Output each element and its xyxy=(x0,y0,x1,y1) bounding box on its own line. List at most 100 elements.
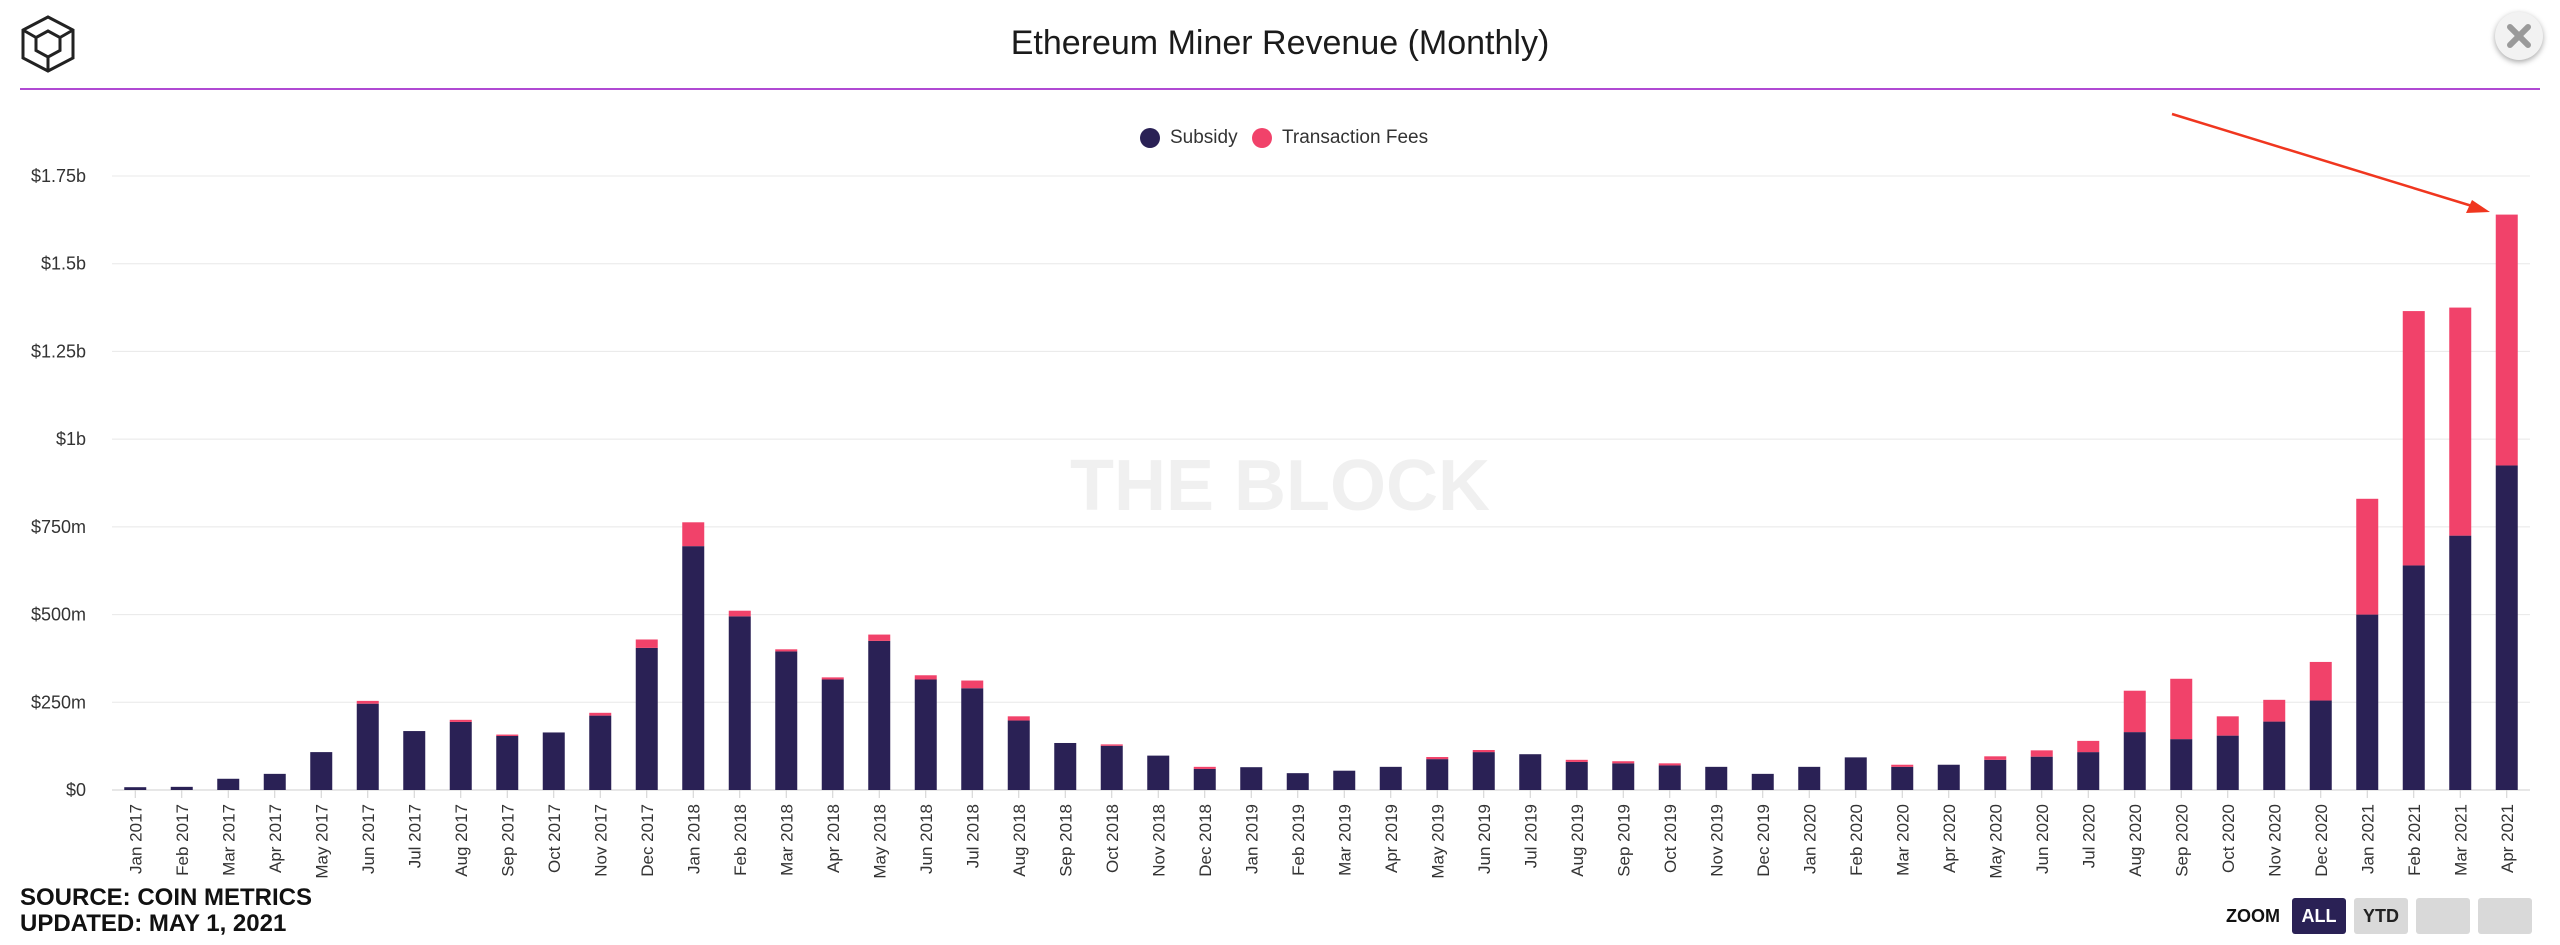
bar-subsidy xyxy=(682,546,705,790)
bar-transaction-fees xyxy=(1426,757,1449,760)
bar-transaction-fees xyxy=(2449,307,2472,536)
x-tick-label: Aug 2020 xyxy=(2126,804,2145,877)
x-tick-label: Jul 2017 xyxy=(405,804,424,868)
bar-transaction-fees xyxy=(2216,716,2239,736)
bar-subsidy xyxy=(1286,773,1309,790)
x-tick-label: Sep 2017 xyxy=(498,804,517,877)
legend-label-transaction-fees: Transaction Fees xyxy=(1282,127,1429,148)
close-button[interactable] xyxy=(2495,12,2543,60)
bar-subsidy xyxy=(961,688,984,790)
bar-transaction-fees xyxy=(1472,750,1495,753)
bar-subsidy xyxy=(2030,756,2053,790)
annotation-arrow-head xyxy=(2466,200,2490,213)
bar-subsidy xyxy=(914,679,937,790)
bar-subsidy xyxy=(2170,739,2193,790)
bar-subsidy xyxy=(1612,763,1635,790)
x-tick-label: Dec 2020 xyxy=(2312,804,2331,877)
x-tick-label: Mar 2018 xyxy=(777,804,796,876)
annotation-arrow xyxy=(2171,112,2490,213)
bars xyxy=(124,214,2518,790)
y-tick-label: $1.25b xyxy=(31,341,86,361)
bar-transaction-fees xyxy=(2402,311,2425,566)
x-tick-label: Nov 2017 xyxy=(591,804,610,877)
bar-subsidy xyxy=(403,731,426,790)
x-tick-label: Jan 2017 xyxy=(126,804,145,874)
x-tick-label: Nov 2019 xyxy=(1707,804,1726,877)
watermark: THE BLOCK xyxy=(1070,446,1490,526)
bar-transaction-fees xyxy=(2030,750,2053,757)
bar-transaction-fees xyxy=(682,522,705,547)
source-note: SOURCE: COIN METRICS UPDATED: MAY 1, 202… xyxy=(20,885,312,937)
bar-subsidy xyxy=(1426,759,1449,790)
x-tick-label: Jan 2018 xyxy=(684,804,703,874)
x-tick-label: Dec 2018 xyxy=(1196,804,1215,877)
close-icon xyxy=(2507,24,2531,48)
bar-subsidy xyxy=(1565,761,1588,790)
bar-transaction-fees xyxy=(961,680,984,689)
bar-subsidy xyxy=(1705,766,1728,790)
bar-subsidy xyxy=(496,735,519,790)
x-tick-label: Apr 2017 xyxy=(266,804,285,873)
x-tick-label: Dec 2019 xyxy=(1754,804,1773,877)
bar-transaction-fees xyxy=(2170,678,2193,740)
zoom-label: ZOOM xyxy=(2226,906,2280,926)
bar-subsidy xyxy=(542,732,565,790)
zoom-ytd-button[interactable]: YTD xyxy=(2354,898,2408,934)
legend-label-subsidy: Subsidy xyxy=(1170,127,1238,148)
x-tick-label: Oct 2017 xyxy=(545,804,564,873)
bar-subsidy xyxy=(1007,720,1030,790)
x-tick-label: Dec 2017 xyxy=(638,804,657,877)
y-tick-label: $250m xyxy=(31,692,86,712)
bar-transaction-fees xyxy=(2263,699,2286,722)
bar-subsidy xyxy=(217,778,240,790)
x-tick-label: Mar 2020 xyxy=(1893,804,1912,876)
bar-subsidy xyxy=(124,787,147,790)
x-tick-label: Mar 2017 xyxy=(219,804,238,876)
zoom-option-button[interactable] xyxy=(2478,898,2532,934)
bar-transaction-fees xyxy=(1891,764,1914,767)
x-tick-label: Aug 2019 xyxy=(1568,804,1587,877)
x-tick-label: Nov 2020 xyxy=(2265,804,2284,877)
bar-subsidy xyxy=(449,721,472,790)
bar-subsidy xyxy=(775,651,798,790)
bar-transaction-fees xyxy=(914,675,937,680)
x-tick-label: Apr 2019 xyxy=(1382,804,1401,873)
bar-transaction-fees xyxy=(589,712,612,716)
bar-subsidy xyxy=(728,616,751,790)
bar-subsidy xyxy=(1658,765,1681,790)
bar-transaction-fees xyxy=(2495,214,2518,466)
x-tick-label: May 2018 xyxy=(870,804,889,879)
bar-transaction-fees xyxy=(1100,744,1123,746)
bar-subsidy xyxy=(1984,759,2007,790)
bar-subsidy xyxy=(1100,745,1123,790)
bar-transaction-fees xyxy=(1984,756,2007,760)
x-tick-label: Apr 2018 xyxy=(824,804,843,873)
x-tick-label: Nov 2018 xyxy=(1149,804,1168,877)
x-tick-label: Mar 2021 xyxy=(2451,804,2470,876)
legend-swatch-transaction-fees xyxy=(1252,128,1272,148)
bar-subsidy xyxy=(1751,773,1774,790)
x-tick-label: Feb 2019 xyxy=(1289,804,1308,876)
bar-transaction-fees xyxy=(775,649,798,652)
bar-subsidy xyxy=(1240,767,1263,790)
bar-subsidy xyxy=(589,715,612,790)
x-tick-label: Oct 2019 xyxy=(1661,804,1680,873)
x-tick-label: Feb 2021 xyxy=(2405,804,2424,876)
x-tick-label: Jul 2018 xyxy=(963,804,982,868)
x-tick-label: May 2020 xyxy=(1986,804,2005,879)
bar-subsidy xyxy=(1844,757,1867,790)
bar-transaction-fees xyxy=(2356,498,2379,615)
x-tick-label: Apr 2021 xyxy=(2498,804,2517,873)
x-tick-label: Sep 2018 xyxy=(1056,804,1075,877)
bar-transaction-fees xyxy=(496,734,519,736)
y-axis: $0 $250m $500m $750m $1b $1.25b $1.5b $1.75b xyxy=(31,166,86,800)
zoom-all-button[interactable]: ALL xyxy=(2292,898,2346,934)
bar-subsidy xyxy=(1937,764,1960,790)
x-tick-label: Jun 2018 xyxy=(917,804,936,874)
bar-subsidy xyxy=(2309,700,2332,790)
x-tick-label: Jan 2019 xyxy=(1242,804,1261,874)
header-divider xyxy=(20,88,2540,90)
x-tick-label: May 2019 xyxy=(1428,804,1447,879)
x-tick-label: Jun 2017 xyxy=(359,804,378,874)
zoom-option-button[interactable] xyxy=(2416,898,2470,934)
